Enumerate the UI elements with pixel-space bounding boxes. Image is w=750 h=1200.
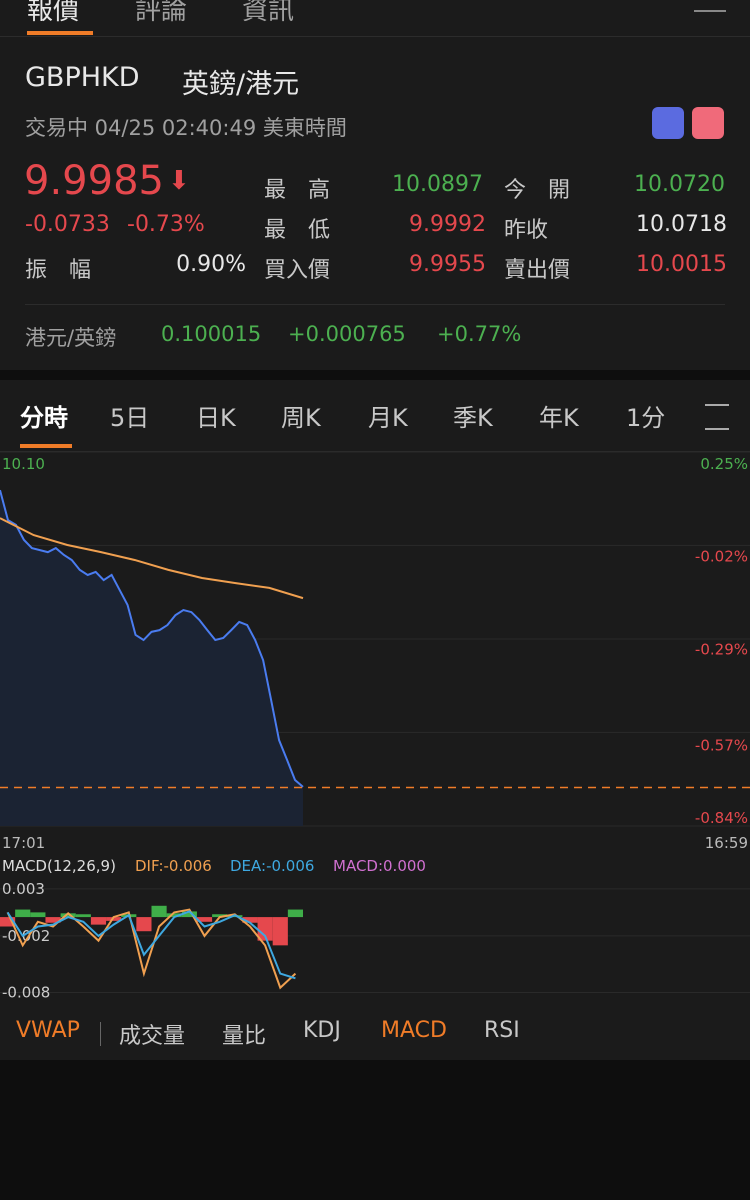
- period-tab[interactable]: 分時: [20, 404, 68, 432]
- favorite-icon[interactable]: [692, 107, 724, 139]
- symbol: GBPHKD: [25, 62, 140, 93]
- macd-legend: MACD:0.000: [333, 857, 426, 875]
- tab[interactable]: 報價: [27, 0, 80, 26]
- period-tab[interactable]: 日K: [196, 404, 236, 432]
- divider: [0, 36, 750, 37]
- macd-bar: [212, 914, 228, 918]
- y2-tick-label: 0.25%: [700, 455, 748, 473]
- stat-value: 10.0720: [634, 172, 725, 197]
- inverse-change: +0.000765: [288, 322, 406, 346]
- change: -0.0733: [25, 212, 110, 237]
- y2-tick-label: -0.02%: [695, 548, 748, 566]
- status: 交易中 04/25 02:40:49 美東時間: [25, 116, 347, 140]
- y2-tick-label: -0.84%: [695, 809, 748, 827]
- period-tab[interactable]: 年K: [539, 404, 579, 432]
- y2-tick-label: -0.29%: [695, 640, 748, 658]
- macd-legend: DIF:-0.006: [135, 857, 212, 875]
- average-line: [0, 517, 304, 600]
- inverse-label: 港元/英鎊: [25, 326, 117, 350]
- stat-value: 9.9955: [409, 252, 486, 277]
- y-tick-label: 10.10: [2, 455, 45, 473]
- stat-label: 振 幅: [25, 258, 92, 283]
- price: 9.9985: [24, 158, 164, 204]
- stat-label: 最 低: [264, 218, 331, 243]
- y2-tick-label: -0.57%: [695, 736, 748, 754]
- macd-bar: [257, 917, 273, 941]
- down-arrow: ⬇: [168, 166, 190, 196]
- y-tick-label: -0.002: [2, 927, 50, 945]
- indicator-tab[interactable]: 成交量: [119, 1024, 186, 1049]
- macd-bar: [45, 917, 61, 923]
- period-tab[interactable]: 5日: [110, 404, 150, 432]
- stat-value: 10.0718: [636, 212, 727, 237]
- stat-label: 今 開: [504, 178, 571, 203]
- indicator-tab[interactable]: RSI: [484, 1018, 520, 1043]
- price-area: [0, 490, 303, 826]
- settings-icon[interactable]: [705, 404, 729, 430]
- macd-bar: [30, 912, 46, 918]
- globe-icon[interactable]: [652, 107, 684, 139]
- macd-bar: [90, 917, 107, 925]
- period-indicator: [20, 444, 72, 448]
- indicator-tab[interactable]: 量比: [222, 1024, 267, 1049]
- period-tab[interactable]: 月K: [368, 404, 408, 432]
- stat-label: 買入價: [264, 258, 331, 283]
- macd-bar: [106, 917, 122, 921]
- indicator-tab[interactable]: MACD: [381, 1018, 447, 1043]
- macd-bar: [196, 917, 213, 922]
- stat-label: 昨收: [504, 218, 549, 243]
- macd-bar: [60, 913, 76, 918]
- stat-label: 賣出價: [504, 258, 571, 283]
- x-tick-label: 16:59: [705, 834, 748, 852]
- x-tick-label: 17:01: [2, 834, 45, 852]
- macd-bar: [0, 917, 16, 927]
- indicator-tab[interactable]: KDJ: [303, 1018, 341, 1043]
- period-tab[interactable]: 1分: [626, 404, 666, 432]
- inverse-change-pct: +0.77%: [437, 322, 522, 346]
- macd-bar: [272, 917, 288, 946]
- stat-value: 0.90%: [176, 252, 246, 277]
- macd-legend: DEA:-0.006: [230, 857, 314, 875]
- stat-value: 10.0897: [392, 172, 483, 197]
- separator: [100, 1022, 101, 1046]
- tab[interactable]: 評論: [135, 0, 188, 26]
- change-pct: -0.73%: [127, 212, 205, 237]
- macd-bar: [15, 909, 31, 918]
- macd-bar: [287, 909, 303, 918]
- macd-bar: [75, 914, 91, 918]
- tab[interactable]: 資訊: [242, 0, 295, 26]
- divider: [25, 304, 725, 305]
- stat-label: 最 高: [264, 178, 331, 203]
- stat-value: 9.9992: [409, 212, 486, 237]
- macd-bar: [242, 917, 258, 923]
- indicator-tab[interactable]: VWAP: [16, 1018, 80, 1043]
- y-tick-label: 0.003: [2, 880, 45, 898]
- price-line: [0, 489, 304, 788]
- menu-icon[interactable]: [694, 10, 726, 12]
- macd-title: MACD(12,26,9): [2, 857, 116, 875]
- macd-bar: [136, 917, 152, 932]
- inverse-price: 0.100015: [161, 322, 262, 346]
- macd-bar: [181, 911, 197, 918]
- dea-line: [6, 910, 296, 980]
- period-tab[interactable]: 周K: [281, 404, 321, 432]
- macd-bar: [151, 905, 167, 918]
- y-tick-label: -0.008: [2, 983, 50, 1001]
- tab-indicator: [27, 31, 93, 35]
- period-tab[interactable]: 季K: [453, 404, 493, 432]
- pair-name: 英鎊/港元: [182, 69, 300, 100]
- quote-panel: 報價 評論 資訊 GBPHKD 英鎊/港元 交易中 04/25 02:40:49…: [0, 0, 750, 370]
- stat-value: 10.0015: [636, 252, 727, 277]
- macd-bar: [166, 913, 182, 918]
